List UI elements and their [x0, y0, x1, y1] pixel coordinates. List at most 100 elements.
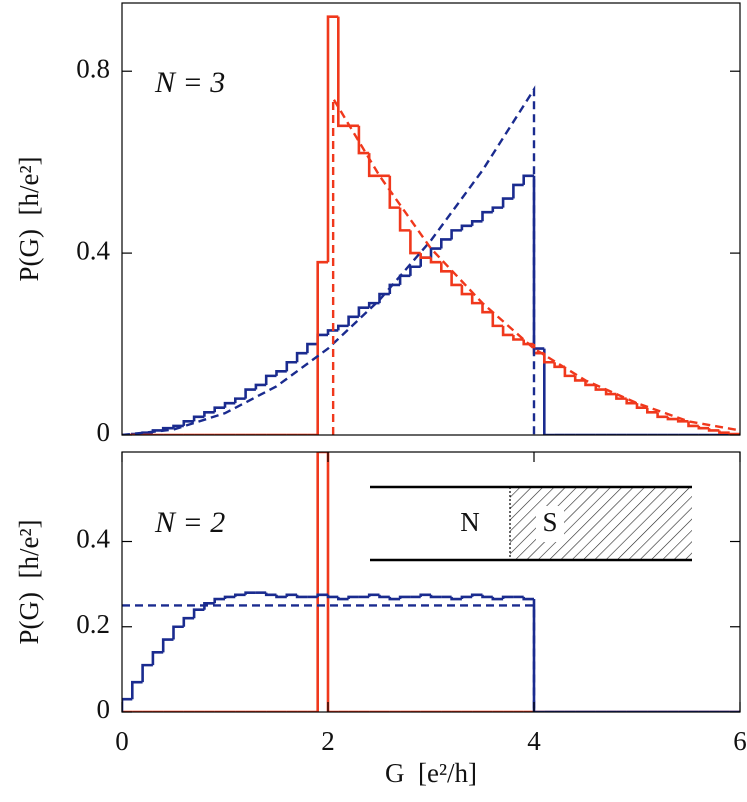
histogram-step — [223, 595, 236, 600]
histogram-step — [501, 197, 514, 208]
inset-label: N — [460, 507, 480, 537]
histogram-step — [213, 406, 225, 413]
histogram-step — [532, 175, 545, 350]
histogram-step — [388, 283, 401, 295]
histogram-step — [264, 592, 277, 597]
plot-area — [122, 15, 740, 435]
histogram-step — [254, 383, 267, 390]
histogram-step — [501, 595, 514, 600]
histogram-step — [326, 452, 339, 712]
histogram-step — [604, 389, 617, 396]
histogram-step — [409, 265, 421, 276]
histogram-step — [306, 342, 318, 354]
histogram-step — [522, 174, 534, 185]
histogram-step — [131, 680, 143, 700]
histogram-step — [378, 594, 390, 599]
histogram-step — [666, 416, 679, 421]
y-axis-label: P(G) [h/e²] — [14, 156, 44, 281]
histogram-step — [316, 452, 328, 712]
histogram-step — [326, 329, 339, 335]
histogram-step — [244, 591, 256, 595]
theory-curve — [122, 85, 536, 435]
histogram-step — [122, 697, 133, 712]
histogram-step — [151, 651, 164, 666]
histogram-step — [264, 374, 277, 385]
histogram-step — [687, 421, 699, 428]
histogram-step — [203, 410, 215, 417]
histogram-step — [182, 616, 195, 627]
x-tick-label: 2 — [321, 726, 335, 756]
theory-curve — [122, 604, 536, 712]
histogram-step — [718, 430, 730, 435]
histogram-step — [182, 420, 195, 426]
histogram-step — [316, 333, 328, 345]
histogram-step — [563, 366, 576, 378]
histogram-step — [203, 602, 215, 610]
histogram-step — [275, 370, 287, 376]
histogram-step — [367, 593, 380, 597]
inset: N S — [370, 485, 692, 562]
histogram-step — [656, 412, 668, 419]
histogram-step — [213, 597, 225, 604]
x-tick-label: 0 — [115, 726, 129, 756]
histogram-step — [512, 334, 524, 341]
histogram-step — [316, 593, 328, 597]
histogram-step — [347, 595, 359, 600]
inset-label: S — [542, 507, 557, 537]
histogram-step — [491, 312, 504, 328]
histogram-step — [409, 230, 421, 255]
y-tick-label: 0 — [97, 694, 111, 724]
histogram-step — [481, 303, 493, 314]
frame — [121, 2, 741, 436]
histogram-step — [141, 663, 153, 683]
histogram-step — [192, 608, 205, 619]
histogram-step — [481, 594, 493, 599]
histogram-step — [295, 351, 308, 363]
histogram-step — [285, 593, 298, 597]
histogram-step — [419, 593, 431, 597]
x-tick-label: 4 — [527, 726, 541, 756]
histogram-step — [491, 596, 504, 601]
y-axis-label: P(G) [h/e²] — [14, 519, 44, 644]
histogram-step — [707, 428, 720, 432]
histogram-step — [429, 257, 442, 264]
histogram-step — [460, 595, 473, 600]
histogram-step — [398, 207, 411, 232]
histogram-step — [337, 596, 349, 601]
histogram-step — [543, 348, 555, 435]
histogram-step — [357, 306, 370, 317]
histogram-step — [594, 384, 607, 391]
histogram-step — [161, 638, 174, 653]
histogram-step — [532, 599, 545, 712]
x-axis-label: G [e²/h] — [385, 758, 477, 788]
histogram-step — [676, 419, 689, 423]
histogram-step — [481, 210, 493, 222]
y-tick-label: 0.8 — [76, 53, 110, 83]
y-tick-label: 0 — [97, 417, 111, 447]
histogram-step — [337, 16, 349, 128]
histogram-step — [470, 593, 483, 597]
histogram-step — [378, 292, 390, 304]
histogram-step — [295, 594, 308, 599]
theory-curve — [331, 94, 740, 435]
histogram-step — [388, 175, 401, 209]
histogram-step — [419, 256, 431, 267]
plot-area — [122, 452, 740, 712]
histogram-step — [337, 324, 349, 331]
annotation: N = 3 — [154, 66, 225, 99]
frame — [121, 451, 741, 713]
annotation: N = 2 — [154, 506, 225, 539]
label-bg — [536, 506, 564, 542]
x-tick-label: 6 — [733, 726, 747, 756]
histogram-step — [470, 294, 483, 305]
histogram-step — [450, 229, 462, 240]
histogram-step — [584, 380, 596, 387]
histogram-step — [615, 394, 627, 400]
histogram-step — [491, 206, 504, 213]
y-tick-label: 0.4 — [76, 524, 110, 554]
histogram-step — [326, 594, 339, 599]
histogram-step — [512, 183, 524, 199]
histogram-step — [398, 274, 411, 285]
histogram-step — [429, 247, 442, 258]
